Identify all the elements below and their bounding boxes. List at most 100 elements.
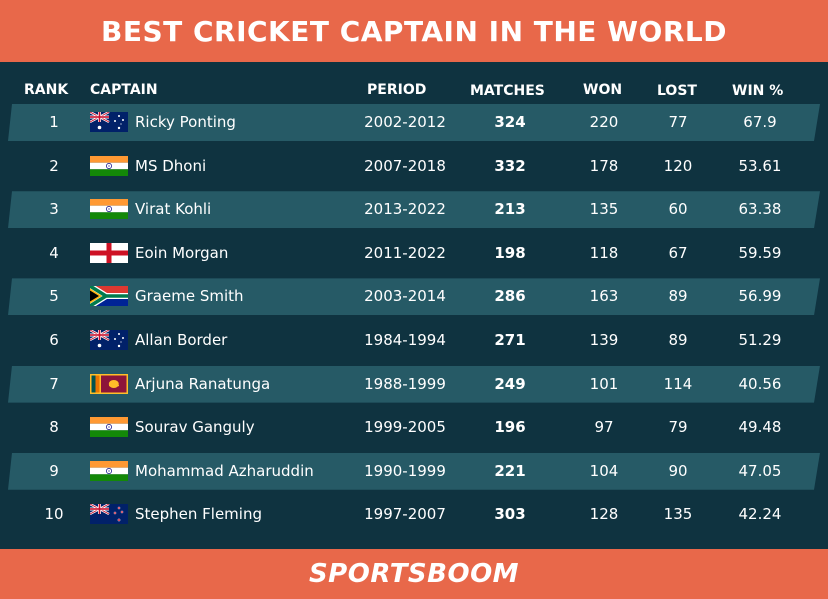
- matches-cell: 249: [494, 374, 526, 393]
- rank-cell: 3: [49, 200, 59, 219]
- matches-cell: 198: [494, 243, 526, 262]
- title-banner: BEST CRICKET CAPTAIN IN THE WORLD: [0, 0, 828, 62]
- row-stripe: [8, 191, 820, 228]
- lost-cell: 60: [668, 200, 688, 219]
- table-row: 7 Arjuna Ranatunga 1988-1999 249 101 114 40.56: [8, 366, 820, 403]
- rank-cell: 2: [49, 156, 59, 175]
- period-cell: 1990-1999: [364, 461, 446, 480]
- matches-cell: 271: [494, 331, 526, 349]
- won-cell: 101: [589, 374, 619, 393]
- win-pct-cell: 47.05: [738, 461, 782, 480]
- won-cell: 178: [589, 156, 619, 175]
- won-cell: 139: [589, 331, 619, 349]
- new-zealand-flag-icon: [90, 504, 128, 525]
- rank-cell: 5: [49, 287, 59, 306]
- captain-name: Graeme Smith: [135, 287, 244, 306]
- captain-name: Virat Kohli: [135, 200, 212, 219]
- col-header-period: PERIOD: [367, 82, 427, 98]
- win-pct-cell: 63.38: [738, 200, 782, 219]
- period-cell: 1997-2007: [364, 505, 446, 524]
- lost-cell: 79: [668, 418, 688, 437]
- south-africa-flag-icon: [90, 286, 128, 307]
- row-stripe: [8, 234, 820, 272]
- row-stripe: [8, 147, 820, 185]
- won-cell: 220: [589, 113, 619, 131]
- captain-name: Eoin Morgan: [135, 243, 229, 262]
- table-row: 5 Graeme Smith 2003-2014 286 163 89 56.99: [8, 278, 820, 315]
- matches-cell: 303: [494, 505, 526, 524]
- rank-cell: 10: [44, 505, 64, 524]
- brand-logo: SPORTSBOOM: [308, 559, 520, 589]
- lost-cell: 89: [668, 287, 688, 306]
- lost-cell: 135: [663, 505, 693, 524]
- india-flag-icon: [90, 199, 128, 220]
- table-row: 2 MS Dhoni 2007-2018 332 178 120 53.61: [8, 147, 820, 185]
- rank-cell: 8: [49, 418, 59, 437]
- captain-name: Arjuna Ranatunga: [135, 374, 271, 393]
- lost-cell: 90: [668, 461, 688, 480]
- captain-name: Mohammad Azharuddin: [135, 461, 314, 480]
- period-cell: 2011-2022: [364, 243, 446, 262]
- won-cell: 128: [589, 505, 619, 524]
- period-cell: 1984-1994: [364, 331, 446, 349]
- period-cell: 1999-2005: [364, 418, 446, 437]
- matches-cell: 221: [494, 461, 526, 480]
- lost-cell: 89: [668, 331, 688, 349]
- row-stripe: [8, 104, 820, 141]
- won-cell: 97: [594, 418, 614, 437]
- lost-cell: 77: [668, 113, 688, 131]
- india-flag-icon: [90, 417, 128, 438]
- row-stripe: [8, 453, 820, 490]
- matches-cell: 286: [494, 287, 526, 306]
- col-header-rank: RANK: [24, 82, 69, 98]
- col-header-matches: MATCHES: [470, 83, 545, 99]
- rank-cell: 7: [49, 374, 59, 393]
- table-row: 8 Sourav Ganguly 1999-2005 196 97 79 49.48: [8, 409, 820, 447]
- table-row: 4 Eoin Morgan 2011-2022 198 118 67 59.59: [8, 234, 820, 272]
- australia-flag-icon: [90, 330, 128, 350]
- captain-name: MS Dhoni: [135, 156, 207, 175]
- lost-cell: 114: [663, 374, 693, 393]
- lost-cell: 120: [663, 156, 693, 175]
- won-cell: 135: [589, 200, 619, 219]
- win-pct-cell: 53.61: [738, 156, 782, 175]
- matches-cell: 196: [494, 418, 526, 437]
- footer-banner: SPORTSBOOM: [0, 549, 828, 599]
- rank-cell: 6: [49, 331, 59, 349]
- row-stripe: [8, 322, 820, 359]
- win-pct-cell: 56.99: [738, 287, 782, 306]
- row-stripe: [8, 496, 820, 534]
- captain-name: Sourav Ganguly: [135, 418, 255, 437]
- won-cell: 118: [589, 243, 619, 262]
- matches-cell: 324: [494, 113, 526, 131]
- matches-cell: 332: [494, 156, 526, 175]
- row-stripe: [8, 366, 820, 403]
- row-stripe: [8, 278, 820, 315]
- table-row: 1 Ricky Ponting 2002-2012 324 220 77 67.9: [8, 104, 820, 141]
- table-row: 10 Stephen Fleming 1997-2007 303 128 135 42.24: [8, 496, 820, 534]
- lost-cell: 67: [668, 243, 688, 262]
- row-stripe: [8, 409, 820, 447]
- period-cell: 2003-2014: [364, 287, 446, 306]
- india-flag-icon: [90, 155, 128, 176]
- rank-cell: 9: [49, 461, 59, 480]
- india-flag-icon: [90, 460, 128, 481]
- win-pct-cell: 67.9: [743, 113, 777, 131]
- win-pct-cell: 40.56: [738, 374, 782, 393]
- period-cell: 2002-2012: [364, 113, 446, 131]
- england-flag-icon: [90, 242, 128, 263]
- col-header-win-pct: WIN %: [732, 83, 784, 99]
- captain-name: Ricky Ponting: [135, 113, 236, 131]
- table-row: 9 Mohammad Azharuddin 1990-1999 221 104 90 47.…: [8, 453, 820, 490]
- won-cell: 104: [589, 461, 619, 480]
- won-cell: 163: [589, 287, 619, 306]
- period-cell: 2013-2022: [364, 200, 446, 219]
- captain-name: Stephen Fleming: [135, 505, 262, 524]
- matches-cell: 213: [494, 200, 526, 219]
- col-header-captain: CAPTAIN: [90, 82, 158, 98]
- period-cell: 2007-2018: [364, 156, 446, 175]
- sri-lanka-flag-icon: [90, 373, 128, 394]
- table-row: 6 Allan Border 1984-1994 271 139 89 51.29: [8, 322, 820, 359]
- period-cell: 1988-1999: [364, 374, 446, 393]
- rank-cell: 4: [49, 243, 59, 262]
